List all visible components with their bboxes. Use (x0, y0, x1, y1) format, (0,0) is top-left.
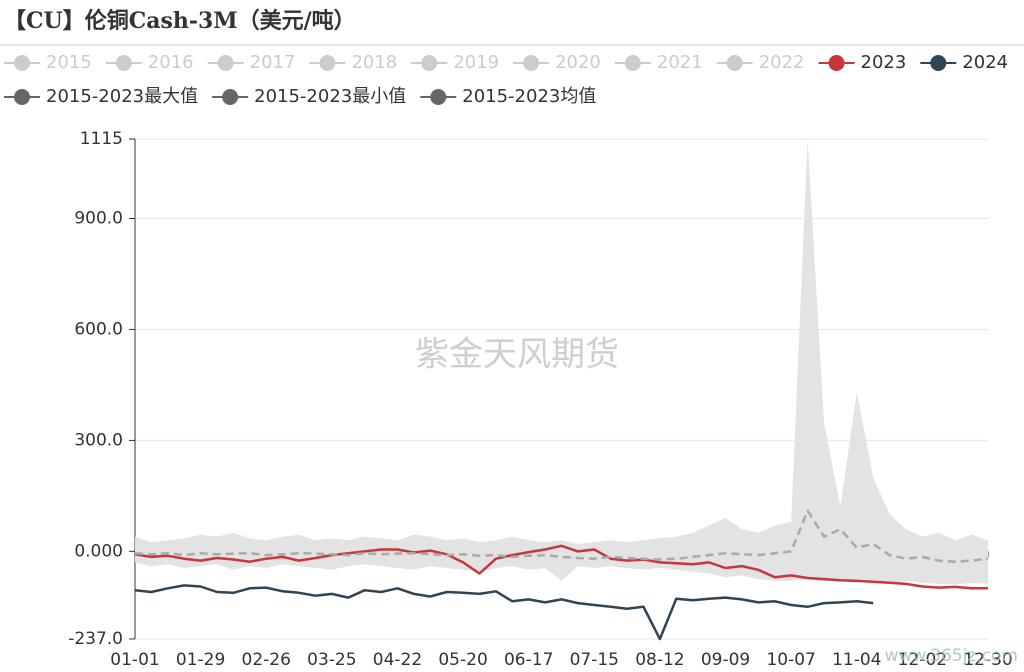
x-tick-label: 01-29 (176, 650, 225, 670)
x-tick-label: 10-07 (766, 650, 815, 670)
legend-label: 2015-2023最小值 (254, 86, 406, 107)
legend-item[interactable]: 2017 (207, 52, 296, 73)
x-tick-label: 12-02 (898, 650, 947, 670)
legend-marker (319, 55, 336, 71)
legend-marker (828, 55, 845, 71)
legend-marker (430, 89, 447, 105)
legend-marker (14, 55, 30, 71)
x-tick-label: 11-04 (832, 650, 881, 670)
x-tick-label: 04-22 (373, 650, 422, 670)
legend-item[interactable]: 2021 (614, 52, 703, 73)
y-tick-label: 0.000 (74, 541, 123, 561)
legend-marker (222, 89, 239, 105)
legend-label: 2019 (453, 52, 499, 73)
legend-item[interactable]: 2020 (513, 52, 601, 73)
legend-marker (624, 55, 641, 71)
legend-marker (523, 55, 540, 71)
x-tick-label: 03-25 (307, 650, 356, 670)
legend-label: 2015-2023最大值 (46, 86, 198, 107)
plot (134, 139, 989, 641)
legend-marker (726, 55, 743, 71)
y-tick-label: 1115 (80, 129, 123, 149)
chart-title: 【CU】伦铜Cash-3M（美元/吨） (4, 8, 356, 34)
legend-label: 2015-2023均值 (462, 86, 596, 107)
series-line (134, 509, 989, 563)
x-tick-label: 05-20 (438, 650, 487, 670)
site-watermark: www.365jz.com (885, 646, 1018, 666)
series-line (134, 584, 874, 641)
y-tick-label: -237.0 (68, 629, 123, 649)
x-tick-label: 07-15 (570, 650, 619, 670)
x-tick-label: 06-17 (504, 650, 553, 670)
legend-item[interactable]: 2024 (920, 52, 1008, 73)
legend-label: 2017 (250, 52, 296, 73)
legend-marker (14, 89, 30, 105)
legend-label: 2023 (861, 52, 907, 73)
legend-marker (930, 55, 947, 71)
legend-item[interactable]: 2015-2023最小值 (212, 86, 406, 107)
legend-label: 2024 (962, 52, 1008, 73)
legend: 2015 2016 2017 2018 2019 2020 2021 2022 2023 2024… (4, 52, 1008, 107)
legend-marker (421, 55, 438, 71)
legend-item[interactable]: 2015-2023均值 (420, 86, 596, 107)
legend-item[interactable]: 2018 (309, 52, 397, 73)
legend-label: 2018 (351, 52, 397, 73)
y-tick-label: 900.0 (74, 209, 123, 229)
legend-label: 2015 (46, 52, 92, 73)
x-tick-label: 09-09 (701, 650, 750, 670)
legend-item[interactable]: 2015 (4, 52, 92, 73)
legend-label: 2020 (555, 52, 601, 73)
series-line (134, 544, 988, 590)
band-area (135, 139, 988, 585)
legend-label: 2021 (657, 52, 703, 73)
y-tick-label: 300.0 (74, 430, 123, 450)
legend-item[interactable]: 2023 (818, 52, 907, 73)
x-tick-label: 12-30 (963, 650, 1012, 670)
x-tick-label: 08-12 (635, 650, 684, 670)
legend-marker (217, 55, 234, 71)
legend-item[interactable]: 2015-2023最大值 (4, 86, 198, 107)
x-tick-label: 01-01 (110, 650, 159, 670)
legend-label: 2016 (148, 52, 194, 73)
legend-label: 2022 (759, 52, 805, 73)
y-tick-label: 600.0 (74, 319, 123, 339)
watermark: 紫金天风期货 (415, 335, 619, 375)
legend-marker (115, 55, 132, 71)
legend-item[interactable]: 2019 (411, 52, 499, 73)
legend-item[interactable]: 2022 (716, 52, 805, 73)
legend-item[interactable]: 2016 (105, 52, 194, 73)
x-tick-label: 02-26 (242, 650, 291, 670)
